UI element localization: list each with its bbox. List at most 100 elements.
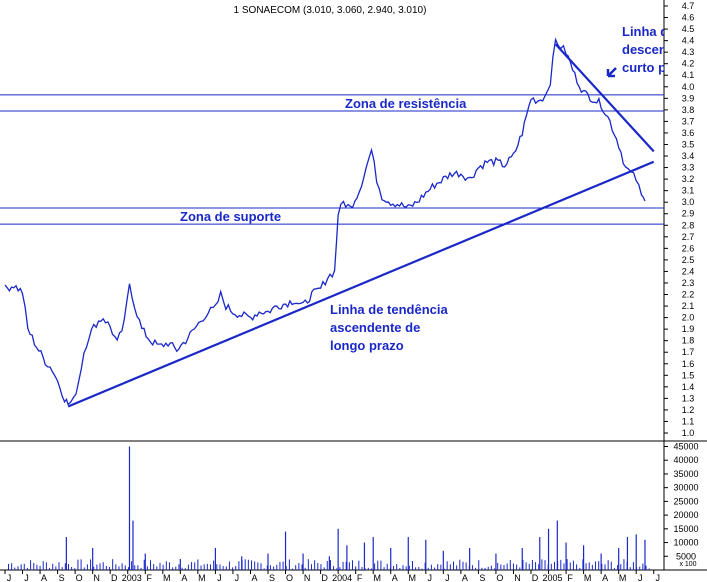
volume-tick-label: 20000 (673, 510, 698, 520)
short-trend-label-line3: curto prazo (622, 60, 693, 75)
price-axis-ticks: 4.7 4.64.5 4.44.3 4.24.1 4.03.9 3.83.7 3.63.5 3… (664, 1, 694, 438)
arrow-icon (606, 67, 617, 78)
price-tick-label: 2.4 (682, 266, 695, 276)
x-tick-label: F (567, 573, 573, 582)
price-tick-label: 2.7 (682, 232, 695, 242)
x-tick-label: M (198, 573, 206, 582)
x-tick-label: J (7, 573, 12, 582)
price-tick-label: 3.6 (682, 128, 695, 138)
x-tick-label: O (286, 573, 293, 582)
price-tick-label: 1.2 (682, 405, 695, 415)
x-tick-label: S (479, 573, 485, 582)
price-tick-label: 3.3 (682, 163, 695, 173)
x-tick-label: A (602, 573, 608, 582)
price-tick-label: 1.4 (682, 382, 695, 392)
price-tick-label: 1.5 (682, 370, 695, 380)
price-tick-label: 4.4 (682, 36, 695, 46)
price-tick-label: 3.1 (682, 186, 695, 196)
price-tick-label: 2.6 (682, 243, 695, 253)
price-tick-label: 4.3 (682, 47, 695, 57)
x-tick-label: S (59, 573, 65, 582)
x-tick-label: J (445, 573, 450, 582)
x-tick-label: 2004 (332, 573, 352, 582)
x-tick-label: O (76, 573, 83, 582)
x-tick-label: A (392, 573, 398, 582)
x-tick-label: M (584, 573, 592, 582)
price-tick-label: 4.7 (682, 1, 695, 11)
x-tick-label: N (304, 573, 311, 582)
x-tick-label: F (357, 573, 363, 582)
chart-title: 1 SONAECOM (3.010, 3.060, 2.940, 3.010) (234, 5, 427, 16)
x-tick-label: N (93, 573, 100, 582)
volume-tick-label: 25000 (673, 496, 698, 506)
price-tick-label: 2.5 (682, 255, 695, 265)
price-tick-label: 3.8 (682, 105, 695, 115)
price-tick-label: 1.1 (682, 416, 695, 426)
x-tick-label: J (428, 573, 433, 582)
price-tick-label: 2.0 (682, 313, 695, 323)
x-tick-label: S (269, 573, 275, 582)
long-term-trend-annotation: Linha de tendência ascendente de longo p… (330, 302, 449, 353)
price-tick-label: 2.2 (682, 290, 695, 300)
short-trend-label-line1: Linha de tendência (622, 24, 707, 39)
x-tick-label: J (655, 573, 660, 582)
price-series (4, 37, 646, 406)
volume-tick-label: 5000 (676, 551, 696, 561)
volume-tick-label: 15000 (673, 524, 698, 534)
price-tick-label: 1.8 (682, 336, 695, 346)
reference-lines (0, 43, 664, 408)
price-tick-label: 1.6 (682, 359, 695, 369)
x-tick-label: O (496, 573, 503, 582)
price-tick-label: 4.0 (682, 82, 695, 92)
short-trend-label-clip: Linha de tendência descendente de curto … (622, 24, 707, 75)
trend-short-line (554, 43, 655, 153)
volume-tick-label: 45000 (673, 441, 698, 451)
volume-tick-label: 30000 (673, 483, 698, 493)
price-tick-label: 4.5 (682, 24, 695, 34)
price-tick-label: 3.2 (682, 174, 695, 184)
volume-axis-ticks: 45000 40000 35000 30000 25000 20000 15000 10000… (664, 441, 699, 561)
volume-tick-label: 40000 (673, 455, 698, 465)
price-tick-label: 1.9 (682, 324, 695, 334)
price-tick-label: 4.2 (682, 59, 695, 69)
x-tick-label: J (24, 573, 29, 582)
price-tick-label: 3.5 (682, 139, 695, 149)
price-tick-label: 3.0 (682, 197, 695, 207)
long-trend-label-line1: Linha de tendência (330, 302, 449, 317)
x-tick-label: D (321, 573, 328, 582)
volume-unit-label: x 100 (679, 561, 696, 568)
price-tick-label: 1.7 (682, 347, 695, 357)
volume-tick-label: 35000 (673, 469, 698, 479)
x-tick-label: 2003 (122, 573, 142, 582)
price-tick-label: 4.1 (682, 70, 695, 80)
x-tick-label: D (111, 573, 118, 582)
x-tick-label: M (619, 573, 627, 582)
volume-bars (8, 446, 650, 570)
trend-long-line (67, 160, 655, 408)
support-zone-label: Zona de suporte (180, 209, 281, 224)
x-tick-label: F (147, 573, 153, 582)
volume-tick-label: 10000 (673, 538, 698, 548)
price-tick-label: 2.9 (682, 209, 695, 219)
x-tick-label: J (638, 573, 643, 582)
x-tick-label: N (514, 573, 521, 582)
price-line (4, 37, 646, 406)
price-tick-label: 2.3 (682, 278, 695, 288)
x-tick-label: M (163, 573, 171, 582)
x-tick-label: D (532, 573, 539, 582)
x-tick-label: 2005 (543, 573, 563, 582)
price-tick-label: 1.3 (682, 393, 695, 403)
long-trend-label-line3: longo prazo (330, 338, 404, 353)
price-tick-label: 3.7 (682, 116, 695, 126)
price-tick-label: 3.9 (682, 93, 695, 103)
x-axis-ticks: J J A S O N D 2003 F M A M J J A S O N D 2004 F M A M J J A S O N D 200… (4, 570, 660, 582)
x-tick-label: M (373, 573, 381, 582)
long-trend-label-line2: ascendente de (330, 320, 420, 335)
short-trend-label-line2: descendente de (622, 42, 707, 57)
price-tick-label: 2.8 (682, 220, 695, 230)
x-tick-label: J (235, 573, 240, 582)
x-tick-label: J (217, 573, 222, 582)
resistance-zone-label: Zona de resistência (345, 96, 467, 111)
